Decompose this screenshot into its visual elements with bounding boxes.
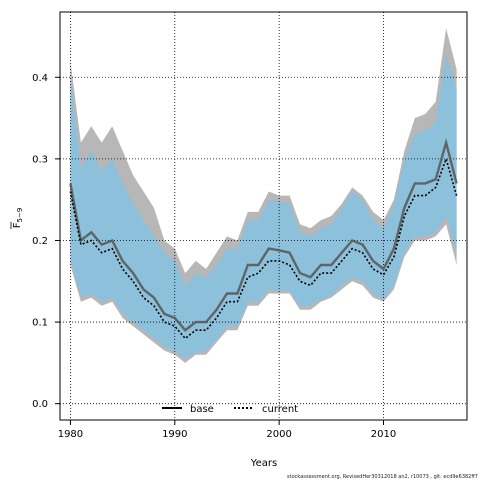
y-tick-label: 0.0: [32, 399, 48, 410]
y-axis-ticks: 0.0 0.1 0.2 0.3 0.4: [32, 73, 60, 410]
y-tick-label: 0.4: [32, 73, 48, 84]
y-axis-label-main: F: [12, 222, 23, 228]
plot-frame: [59, 11, 468, 421]
y-axis-label-sub: 5−9: [16, 208, 24, 223]
x-axis-ticks: 1980 1990 2000 2010: [58, 420, 396, 440]
x-tick-label: 2000: [266, 429, 291, 440]
x-tick-label: 1990: [162, 429, 187, 440]
x-axis-label: Years: [250, 458, 277, 469]
y-tick-label: 0.3: [32, 154, 48, 165]
band-current: [70, 52, 457, 359]
line-base: [69, 138, 458, 332]
footer-note: stockassessment.org, RevisedHer30312018 …: [287, 474, 478, 480]
grid-lines: [60, 12, 467, 420]
confidence-bands: [70, 28, 457, 363]
y-axis-label: F5−9: [10, 208, 24, 229]
svg-text:F5−9: F5−9: [12, 208, 24, 229]
legend-label-base: base: [190, 404, 214, 415]
legend: base current: [162, 404, 298, 415]
y-tick-label: 0.1: [32, 318, 48, 329]
x-tick-label: 1980: [58, 429, 83, 440]
series-lines: [69, 138, 458, 340]
line-current: [69, 156, 458, 340]
x-tick-label: 2010: [371, 429, 396, 440]
y-tick-label: 0.2: [32, 236, 48, 247]
legend-label-current: current: [262, 404, 298, 415]
